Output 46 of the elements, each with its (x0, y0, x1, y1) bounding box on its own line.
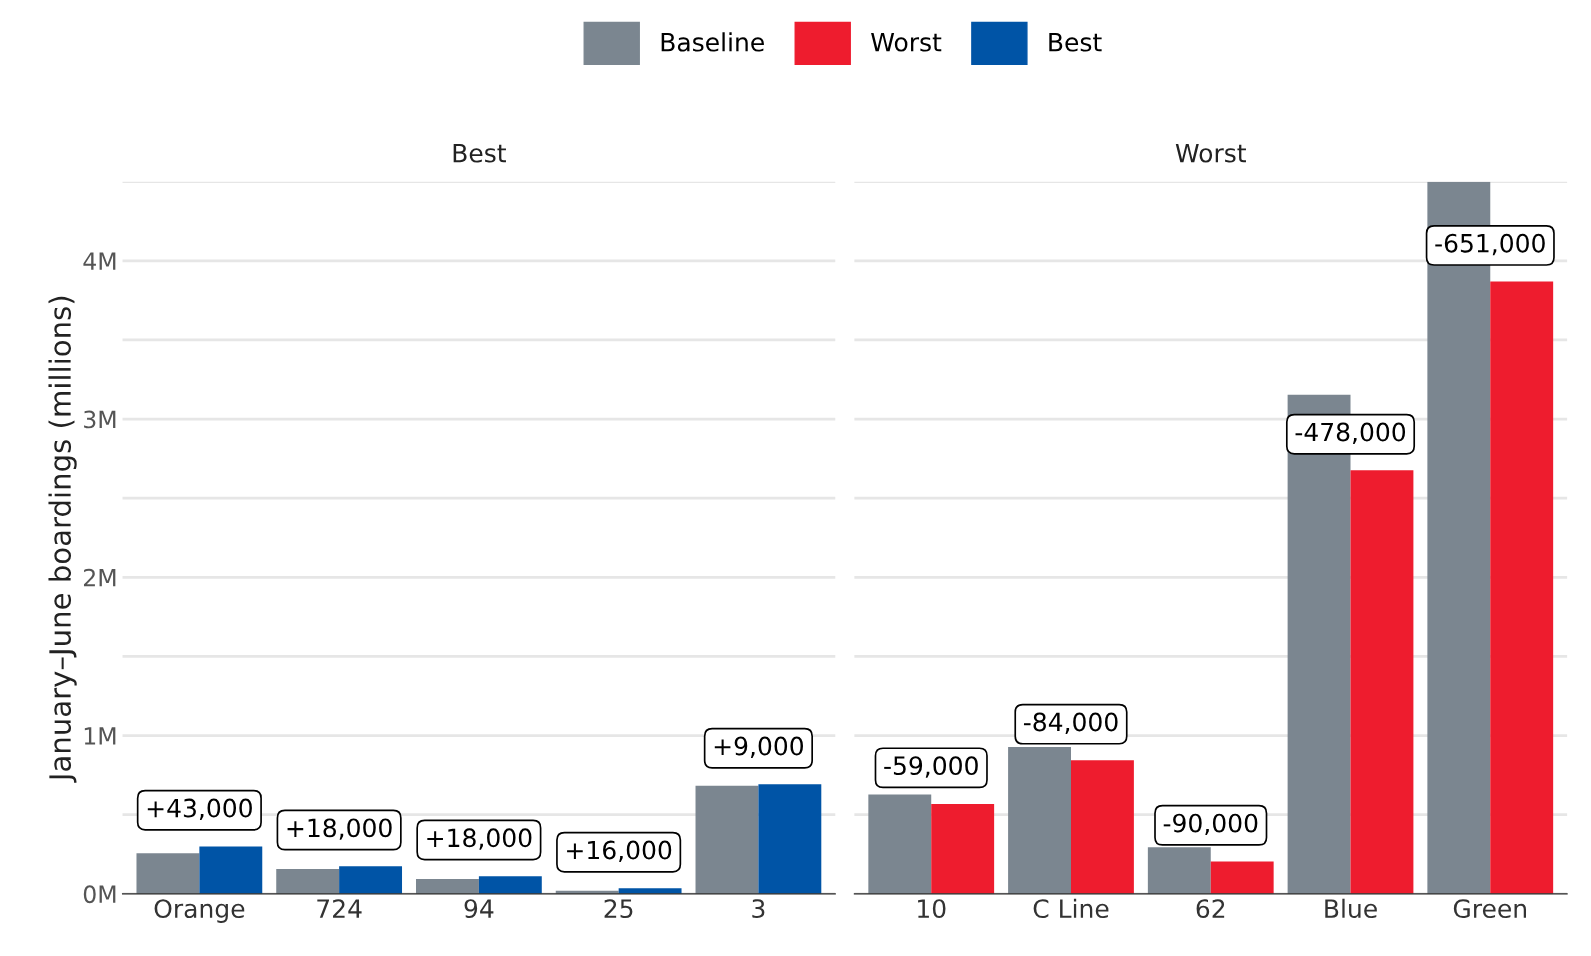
annotation: -84,000 (1023, 712, 1118, 734)
bar (478, 876, 542, 894)
x-tick-label: 25 (604, 899, 633, 919)
bar (339, 866, 403, 894)
legend-label: Best (1049, 33, 1102, 52)
annotation: +18,000 (287, 818, 392, 840)
annotation: +18,000 (427, 828, 532, 850)
x-tick-label: Orange (154, 899, 245, 923)
bar (618, 888, 682, 894)
x-tick-label: 10 (918, 899, 946, 919)
bar (416, 878, 479, 894)
chart-title: Best (453, 143, 506, 163)
bar (199, 846, 263, 894)
y-tick-label: 3M (84, 410, 116, 429)
x-tick-label: 724 (317, 899, 362, 918)
bar (758, 784, 822, 894)
x-tick-label: 3 (752, 899, 765, 919)
bar (276, 869, 340, 894)
y-axis-title: January–June boardings (millions) (48, 296, 77, 783)
legend-label: Baseline (661, 32, 764, 52)
bar (1490, 281, 1554, 894)
annotation: +9,000 (714, 736, 804, 759)
y-tick-label: 2M (83, 568, 116, 587)
annotation: -90,000 (1163, 813, 1258, 836)
bar (136, 853, 200, 894)
bar (695, 785, 759, 894)
annotation: +16,000 (567, 840, 672, 863)
x-tick-label: 62 (1196, 899, 1225, 919)
x-tick-label: 94 (464, 899, 494, 919)
annotation: +43,000 (147, 798, 252, 821)
chart-title: Worst (1175, 143, 1246, 163)
x-tick-label: Green (1453, 899, 1526, 919)
bar (1210, 861, 1274, 894)
x-tick-label: C Line (1033, 898, 1109, 919)
legend-label: Worst (871, 33, 942, 52)
bar (1350, 470, 1414, 894)
bar (1070, 760, 1134, 894)
x-tick-label: Blue (1325, 898, 1377, 919)
annotation: -59,000 (884, 756, 978, 778)
annotation: -478,000 (1295, 422, 1406, 445)
bar (931, 803, 995, 894)
y-tick-label: 0M (83, 885, 116, 904)
bar (868, 794, 932, 894)
y-tick-label: 1M (84, 727, 116, 745)
annotation: -651,000 (1435, 233, 1545, 256)
y-tick-label: 4M (83, 252, 116, 270)
